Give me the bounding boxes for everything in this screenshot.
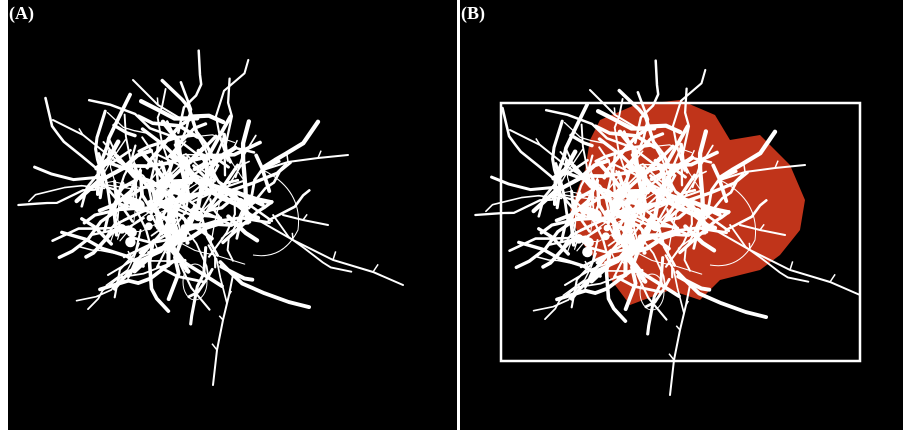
filament-network (17, 49, 404, 386)
skeleton-image-b (474, 59, 862, 396)
skeleton-image-a (17, 49, 404, 386)
panel-b: (B) (460, 0, 903, 430)
panel-a-label: (A) (9, 3, 34, 23)
panel-a: (A) (8, 0, 457, 430)
panel-b-label: (B) (461, 3, 485, 23)
filament-network (474, 59, 861, 396)
bounding-box (499, 101, 862, 363)
